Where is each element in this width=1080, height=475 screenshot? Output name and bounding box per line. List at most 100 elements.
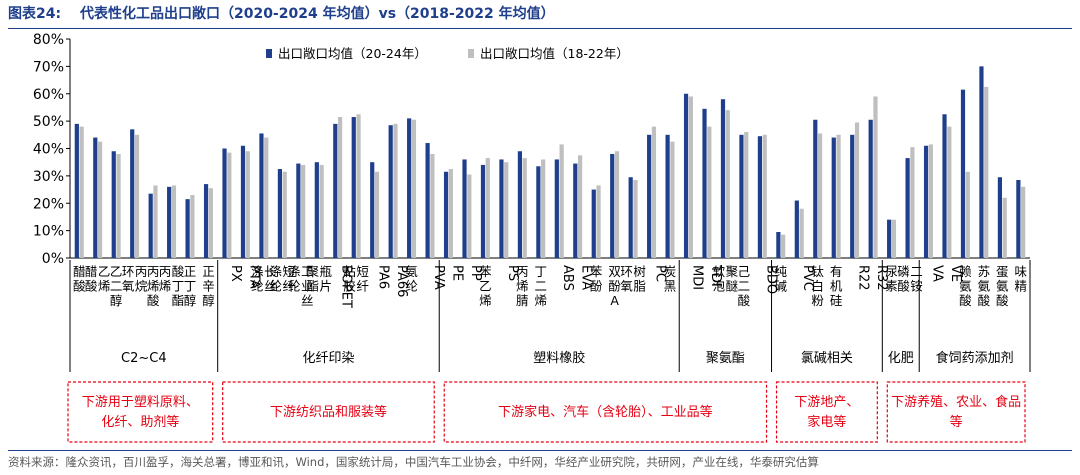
x-tick-label: R22 [856, 265, 871, 291]
bar-series-b [781, 234, 786, 258]
x-tick-label-text: 钛白粉 [811, 264, 824, 308]
bar-series-b [633, 179, 638, 258]
x-tick-label-text: 丙烯腈 [516, 264, 529, 308]
bar-series-a [554, 159, 559, 258]
x-tick-label-text: 双酚 A [608, 264, 621, 308]
x-tick-label-text: 树脂 [633, 264, 646, 294]
bar-series-a [93, 137, 98, 258]
bar-series-b [1002, 197, 1007, 258]
x-tick-label: PX [228, 265, 243, 282]
bar-series-a [480, 164, 486, 258]
legend-label-b: 出口敞口均值（18-22年） [480, 46, 629, 61]
x-tick-label-text: 短纤 [283, 264, 296, 294]
x-tick-label-text: 苯酚 [590, 264, 603, 294]
note-text: 等 [950, 414, 963, 430]
x-tick-label-text: 环氧 [122, 264, 135, 294]
x-tick-label: 丙烯酸 [147, 264, 160, 308]
bar-series-a [905, 158, 910, 258]
legend-label-a: 出口敞口均值（20-24年） [278, 46, 427, 61]
note-box: 下游家电、汽车（含轮胎）、工业品等 [443, 381, 768, 443]
x-tick-label: 苯酚 [590, 264, 603, 294]
source-note: 资料来源：隆众资讯，百川盈孚，海关总署，博亚和讯，Wind，国家统计局，中国汽车… [8, 455, 819, 469]
x-tick-label-text: 工业丝 [301, 264, 314, 308]
bar-series-a [923, 145, 929, 258]
group-label: 化肥 [888, 351, 914, 366]
bar-series-a [591, 189, 596, 258]
x-tick-label: EVA [579, 265, 594, 290]
x-tick-label: PTA [246, 265, 261, 289]
x-tick-label-text: PX [228, 265, 243, 282]
bar-series-b [448, 169, 453, 258]
bar-series-b [965, 171, 970, 258]
bar-series-a [628, 177, 633, 258]
bar-series-b [337, 117, 343, 258]
bar-series-a [683, 93, 689, 258]
bar-series-b [264, 137, 269, 258]
x-tick-label-text: 氨纶 [405, 264, 418, 294]
x-tick-label: R32 [874, 265, 889, 291]
bar-series-b [97, 141, 103, 258]
bar-series-a [647, 134, 652, 258]
bar-series-b [762, 134, 767, 258]
bar-series-a [739, 134, 744, 258]
x-tick-label-text: 苏氨酸 [978, 264, 991, 308]
x-tick-label-text: TDI [708, 264, 723, 287]
x-tick-label-text: 丁二烯 [535, 264, 548, 308]
x-tick-label-text: 丙烯酸 [147, 264, 160, 308]
x-tick-label-text: 粘胶 [343, 264, 356, 294]
x-tick-label: 有机硅 [830, 264, 843, 308]
bar-series-b [393, 123, 398, 258]
x-tick-label: 正丁醇 [184, 264, 197, 308]
x-tick-label-text: 苯乙烯 [479, 264, 492, 308]
x-tick-label: 丁二烯 [535, 264, 548, 308]
note-border [67, 381, 214, 443]
bar-series-b [227, 152, 232, 258]
bar-series-a [333, 123, 338, 258]
bar-series-b [596, 185, 601, 258]
bar-series-b [1021, 186, 1026, 258]
x-tick-label-text: 乙二醇 [110, 264, 123, 308]
bar-series-a [74, 123, 79, 258]
x-tick-label: 苏氨酸 [978, 264, 991, 308]
x-tick-label-text: 软泡 [713, 264, 726, 294]
bar-series-b [910, 147, 915, 258]
note-text: 化纤、助剂等 [101, 414, 179, 430]
bar-series-b [116, 153, 121, 258]
x-tick-label-text: 丙烯 [159, 264, 172, 294]
x-tick-label-text: 醋酸 [85, 264, 98, 294]
x-tick-label-text: 醋酸 [73, 264, 86, 294]
bar-series-a [203, 184, 209, 258]
x-tick-label-text: 二铵 [910, 264, 923, 294]
x-tick-label-text: PA6 [376, 265, 391, 289]
x-tick-label-text: 有机硅 [830, 264, 843, 308]
x-tick-label-text: 瓶片 [319, 264, 332, 294]
bar-series-a [610, 153, 615, 258]
x-tick-label: 纯碱 [775, 264, 788, 294]
bar-series-b [282, 171, 287, 258]
x-tick-label: ABS [560, 265, 575, 291]
bar-series-a [813, 119, 818, 258]
y-tick-label: 20% [33, 196, 64, 212]
x-tick-label-text: 涤纶 [251, 264, 264, 294]
x-tick-label: 己二酸 [738, 264, 751, 308]
y-tick-label: 10% [33, 224, 64, 240]
x-tick-label-text: 聚酯 [306, 264, 319, 294]
group-label: 化纤印染 [302, 351, 354, 366]
bar-series-b [984, 86, 989, 258]
x-tick-label-text: 长丝 [264, 264, 277, 294]
x-tick-label-text: 尿素 [885, 264, 898, 294]
bar-series-b [799, 208, 804, 258]
bar-chart: 0%10%20%30%40%50%60%70%80% 醋酸醋酸乙烯乙二醇环氧丙烷… [33, 32, 1031, 443]
bar-series-a [111, 151, 116, 258]
bar-series-a [868, 119, 873, 258]
y-tick-label: 50% [33, 114, 64, 130]
bar-series-a [499, 159, 504, 258]
bar-series-b [79, 126, 84, 258]
bar-series-a [850, 134, 855, 258]
